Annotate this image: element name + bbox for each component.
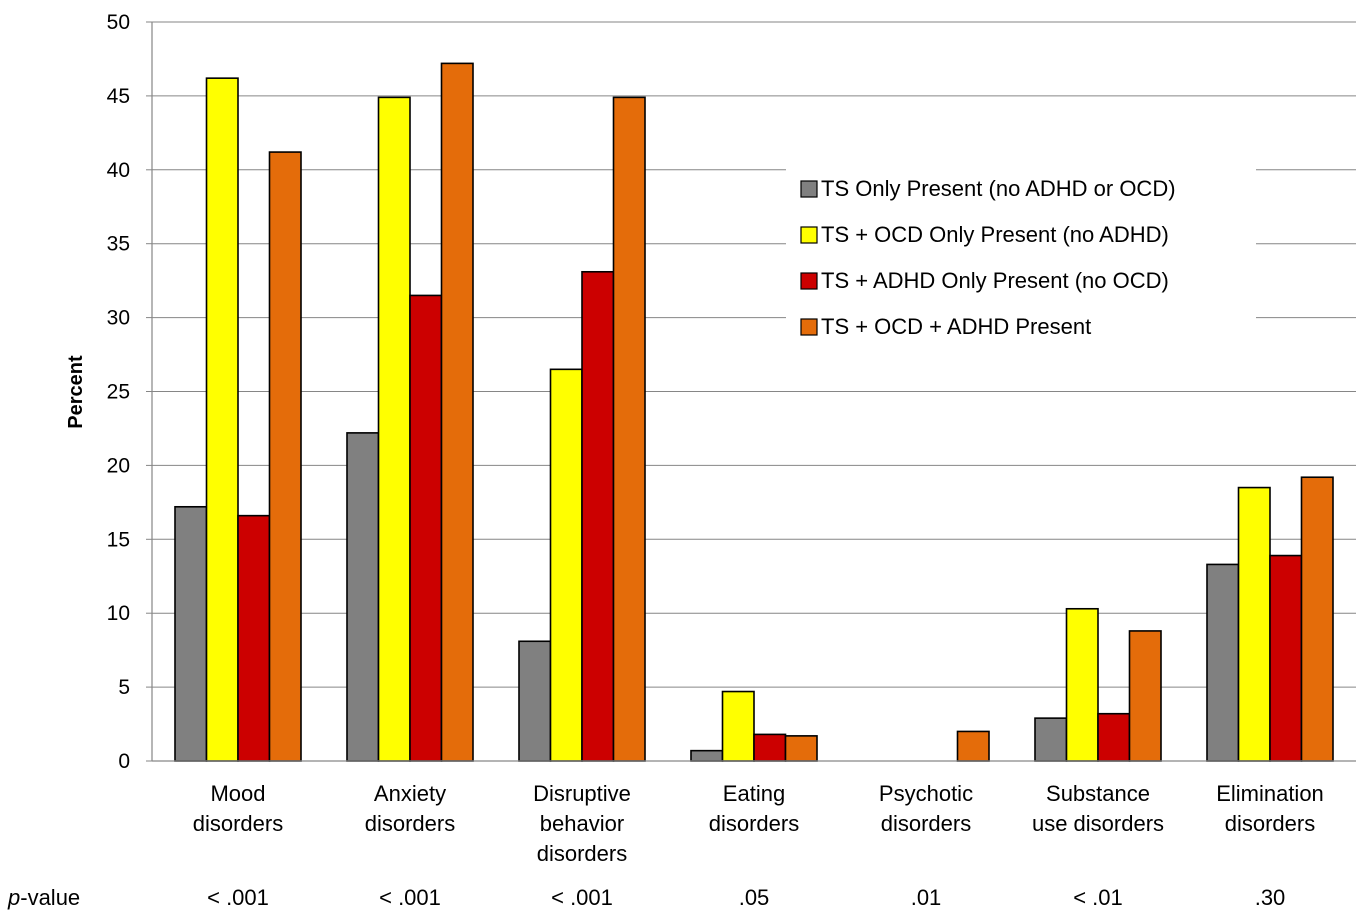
bar [237,514,271,762]
bars [174,62,1334,762]
category-label-line: disorders [881,811,971,836]
p-value: < .001 [207,885,269,910]
category-label-line: disorders [537,841,627,866]
legend-label: TS + OCD Only Present (no ADHD) [821,222,1169,247]
bar [1034,717,1068,762]
category-label-line: Elimination [1216,781,1324,806]
p-value-label: p-value [7,885,80,910]
legend-item: TS + ADHD Only Present (no OCD) [800,268,1169,293]
y-tick-label: 25 [107,381,130,404]
p-value: < .001 [551,885,613,910]
category-label-line: use disorders [1032,811,1164,836]
category-label-line: disorders [193,811,283,836]
bar [268,151,302,762]
x-axis-categories: Mood disorders Anxiety disorders Disruptive b… [193,781,1324,866]
legend-swatch [800,318,818,336]
p-value: < .001 [379,885,441,910]
legend-background [786,168,1256,348]
legend-item: TS + OCD Only Present (no ADHD) [800,222,1169,247]
bar [1097,712,1131,762]
p-value-label-rest: -value [20,885,80,910]
y-axis-label: Percent [65,355,87,429]
p-value: .30 [1255,885,1286,910]
y-tick-label: 50 [107,11,130,34]
bar [409,294,443,762]
category-label: Eating disorders [709,781,799,836]
y-tick-label: 40 [107,159,130,182]
bar [549,368,583,762]
bar [1206,563,1240,762]
category-label: Disruptive behavior disorders [533,781,631,866]
bar [753,733,787,762]
bar [1237,486,1271,762]
y-tick-label: 45 [107,85,130,108]
p-value-label-p: p [7,885,20,910]
y-tick-label: 15 [107,528,130,551]
category-label: Psychotic disorders [879,781,973,836]
y-tick-label: 35 [107,233,130,256]
category-label-line: disorders [709,811,799,836]
legend-label: TS + ADHD Only Present (no OCD) [821,268,1169,293]
category-label: Substance use disorders [1032,781,1164,836]
category-label-line: Psychotic [879,781,973,806]
legend: TS Only Present (no ADHD or OCD) TS + OCD… [786,168,1256,348]
category-label-line: behavior [540,811,624,836]
gridlines [152,21,1356,688]
y-tick-label: 5 [118,676,130,699]
category-label-line: Anxiety [374,781,446,806]
bar [612,96,646,762]
legend-swatch [800,180,818,198]
bar [205,77,239,762]
bar [690,749,724,762]
bar [581,270,615,762]
y-axis-ticks: 0 5 10 15 20 25 30 35 40 45 50 [107,11,152,773]
y-tick-label: 30 [107,307,130,330]
p-value: .01 [911,885,942,910]
legend-swatch [800,226,818,244]
bar [174,505,208,762]
y-tick-label: 10 [107,602,130,625]
legend-label: TS + OCD + ADHD Present [821,314,1091,339]
bar [1128,630,1162,762]
category-label-line: Eating [723,781,785,806]
bar [440,62,474,762]
bar [1065,607,1099,762]
bar [518,640,552,762]
category-label-line: disorders [365,811,455,836]
bar [346,432,380,762]
bar [956,730,990,762]
category-label-line: Mood [210,781,265,806]
y-tick-label: 0 [118,750,130,773]
category-label-line: Disruptive [533,781,631,806]
category-label: Elimination disorders [1216,781,1324,836]
category-label-line: Substance [1046,781,1150,806]
legend-item: TS Only Present (no ADHD or OCD) [800,176,1176,201]
bar [1269,554,1303,762]
legend-label: TS Only Present (no ADHD or OCD) [821,176,1176,201]
axes [151,22,1356,762]
category-label: Anxiety disorders [365,781,455,836]
p-value: < .01 [1073,885,1123,910]
category-label-line: disorders [1225,811,1315,836]
bar [377,96,411,762]
bar [721,690,755,762]
category-label: Mood disorders [193,781,283,836]
legend-item: TS + OCD + ADHD Present [800,314,1091,339]
legend-swatch [800,272,818,290]
bar [1300,476,1334,762]
p-value: .05 [739,885,770,910]
y-tick-label: 20 [107,454,130,477]
p-value-row: p-value < .001 < .001 < .001 .05 .01 < .01 .30 [7,885,1285,910]
bar [784,735,818,762]
